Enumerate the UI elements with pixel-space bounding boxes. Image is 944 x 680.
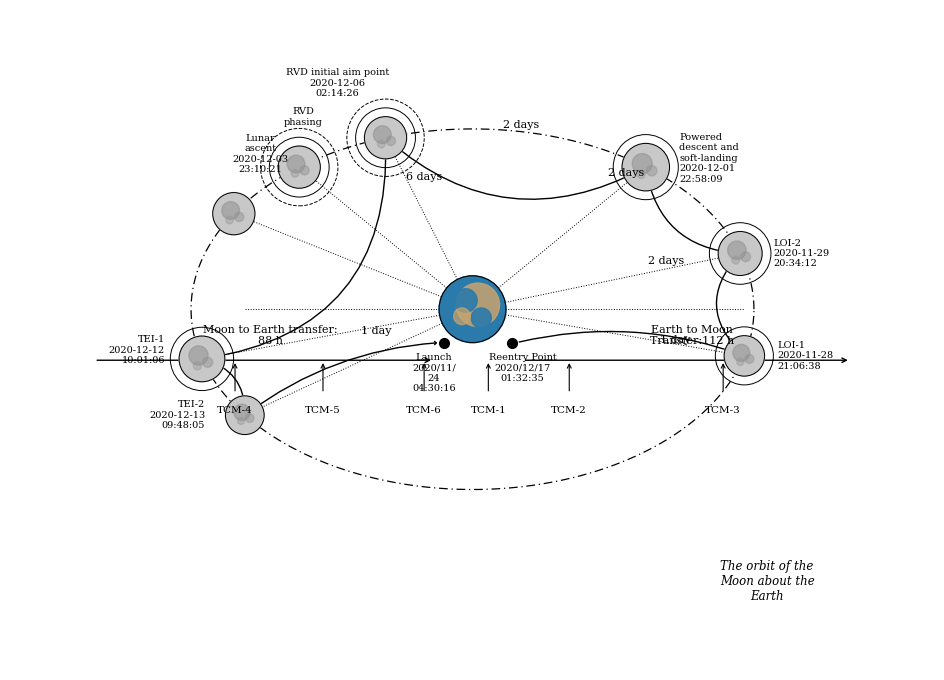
Text: RVD initial aim point
2020-12-06
02:14:26: RVD initial aim point 2020-12-06 02:14:2… (285, 69, 388, 98)
Circle shape (727, 241, 746, 260)
Text: 2 days: 2 days (608, 168, 644, 178)
FancyArrowPatch shape (518, 331, 740, 356)
Circle shape (373, 126, 391, 143)
Text: RVD
phasing: RVD phasing (284, 107, 323, 126)
Circle shape (453, 289, 477, 312)
Circle shape (646, 165, 656, 176)
Circle shape (453, 308, 470, 324)
Circle shape (736, 358, 743, 366)
FancyArrowPatch shape (645, 171, 736, 253)
Circle shape (299, 166, 309, 175)
Circle shape (377, 140, 385, 148)
Circle shape (621, 143, 668, 191)
Circle shape (731, 256, 739, 264)
Text: 1 day: 1 day (659, 335, 689, 345)
Text: 2 days: 2 days (648, 256, 683, 266)
Circle shape (740, 252, 750, 262)
Circle shape (456, 283, 499, 326)
Text: 6 days: 6 days (406, 172, 442, 182)
Circle shape (234, 212, 244, 222)
Text: LOI-1
2020-11-28
21:06:38: LOI-1 2020-11-28 21:06:38 (777, 341, 833, 371)
Circle shape (245, 414, 254, 422)
Circle shape (189, 346, 208, 365)
Circle shape (226, 216, 233, 224)
Text: Launch
2020/11/
24
04:30:16: Launch 2020/11/ 24 04:30:16 (412, 353, 455, 394)
Circle shape (278, 146, 320, 188)
Text: LOI-2
2020-11-29
20:34:12: LOI-2 2020-11-29 20:34:12 (773, 239, 829, 269)
Circle shape (744, 354, 753, 363)
Text: Lunar
ascent
2020-12-03
23:10:21: Lunar ascent 2020-12-03 23:10:21 (232, 134, 288, 174)
Text: 2 days: 2 days (502, 120, 538, 129)
Circle shape (732, 344, 749, 361)
Circle shape (439, 276, 505, 343)
Circle shape (291, 170, 298, 177)
Circle shape (364, 117, 406, 159)
Circle shape (194, 362, 201, 370)
Text: TCM-4: TCM-4 (217, 406, 253, 415)
FancyArrowPatch shape (205, 360, 246, 411)
Text: Earth to Moon
Transfer:112 h: Earth to Moon Transfer:112 h (649, 325, 733, 346)
Text: TCM-1: TCM-1 (470, 406, 506, 415)
Text: TEI-1
2020-12-12
10:01:06: TEI-1 2020-12-12 10:01:06 (109, 335, 165, 365)
Circle shape (237, 418, 244, 424)
Circle shape (636, 170, 645, 179)
FancyArrowPatch shape (206, 141, 385, 360)
Text: The orbit of the
Moon about the
Earth: The orbit of the Moon about the Earth (719, 560, 814, 603)
Circle shape (717, 231, 762, 275)
Text: TCM-2: TCM-2 (550, 406, 586, 415)
Circle shape (287, 155, 305, 173)
Circle shape (202, 357, 212, 367)
Circle shape (179, 336, 225, 381)
Circle shape (222, 202, 239, 220)
Circle shape (632, 154, 651, 173)
Circle shape (723, 336, 764, 376)
FancyArrowPatch shape (246, 341, 436, 413)
FancyArrowPatch shape (388, 140, 643, 199)
Text: Reentry Point
2020/12/17
01:32:35: Reentry Point 2020/12/17 01:32:35 (488, 353, 556, 383)
Text: TEI-2
2020-12-13
09:48:05: TEI-2 2020-12-13 09:48:05 (149, 401, 205, 430)
FancyArrowPatch shape (716, 256, 742, 354)
Text: TCM-5: TCM-5 (305, 406, 341, 415)
Text: TCM-3: TCM-3 (704, 406, 740, 415)
Circle shape (233, 404, 250, 420)
Circle shape (471, 308, 491, 328)
Text: Powered
descent and
soft-landing
2020-12-01
22:58:09: Powered descent and soft-landing 2020-12… (679, 133, 738, 184)
Circle shape (212, 192, 255, 235)
Circle shape (386, 136, 395, 146)
Text: Moon to Earth transfer:
88 h: Moon to Earth transfer: 88 h (203, 325, 337, 346)
Text: TCM-6: TCM-6 (406, 406, 442, 415)
Text: 1 day: 1 day (360, 326, 391, 336)
Circle shape (226, 396, 264, 435)
